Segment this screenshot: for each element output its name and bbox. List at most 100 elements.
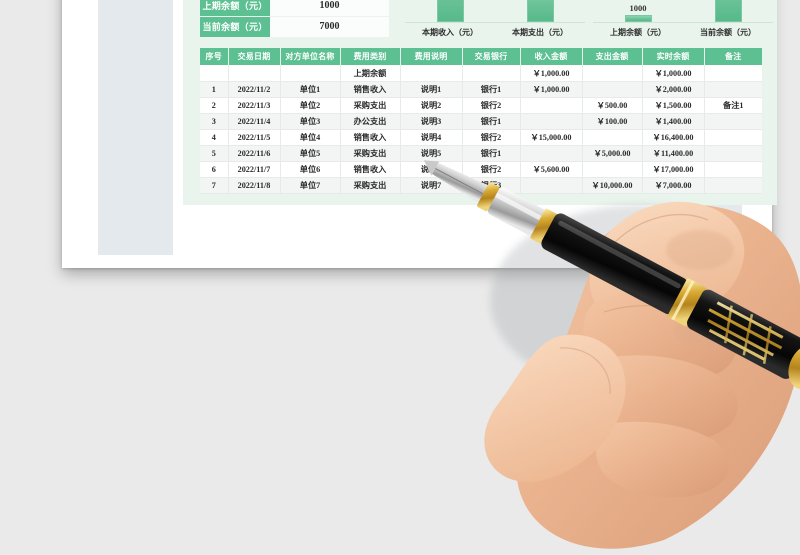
col-header-index[interactable]: 序号 <box>200 48 229 65</box>
cell-income[interactable] <box>520 113 583 130</box>
table-row[interactable]: 4 2022/11/5 单位4 销售收入 说明4 银行2 ￥15,000.00 … <box>200 129 762 146</box>
cell-date[interactable]: 2022/11/4 <box>228 113 281 130</box>
cell-desc[interactable]: 说明7 <box>400 177 463 194</box>
summary-value[interactable]: 7000 <box>270 16 389 38</box>
cell-date[interactable]: 2022/11/6 <box>228 145 281 162</box>
cell-expense[interactable]: ￥500.00 <box>582 97 643 114</box>
table-row[interactable]: 7 2022/11/8 单位7 采购支出 说明7 银行3 ￥10,000.00 … <box>200 177 762 194</box>
col-header-desc[interactable]: 费用说明 <box>400 48 463 65</box>
cell-date[interactable]: 2022/11/2 <box>228 81 281 98</box>
cell-bank[interactable]: 银行1 <box>462 113 521 130</box>
cell-note[interactable] <box>704 65 762 82</box>
bar-expense[interactable] <box>526 0 554 22</box>
table-row[interactable]: 上期余额 ￥1,000.00 ￥1,000.00 <box>200 65 762 82</box>
cell-index[interactable]: 3 <box>200 113 229 130</box>
cell-unit[interactable]: 单位5 <box>280 145 341 162</box>
col-header-date[interactable]: 交易日期 <box>228 48 281 65</box>
col-header-expense[interactable]: 支出金额 <box>582 48 643 65</box>
cell-date[interactable]: 2022/11/5 <box>228 129 281 146</box>
cell-type[interactable]: 办公支出 <box>340 113 401 130</box>
cell-unit[interactable]: 单位4 <box>280 129 341 146</box>
bar-current-balance[interactable] <box>714 0 742 22</box>
cell-type[interactable]: 采购支出 <box>340 97 401 114</box>
cell-unit[interactable]: 单位7 <box>280 177 341 194</box>
cell-type[interactable]: 上期余额 <box>340 65 401 82</box>
cell-expense[interactable] <box>582 65 643 82</box>
cell-expense[interactable]: ￥100.00 <box>582 113 643 130</box>
cell-index[interactable]: 1 <box>200 81 229 98</box>
cell-bank[interactable]: 银行2 <box>462 97 521 114</box>
cell-index[interactable]: 2 <box>200 97 229 114</box>
cell-expense[interactable] <box>582 129 643 146</box>
cell-income[interactable] <box>520 97 583 114</box>
bar-income[interactable] <box>436 0 464 22</box>
cell-income[interactable]: ￥5,600.00 <box>520 161 583 178</box>
col-header-bank[interactable]: 交易银行 <box>462 48 521 65</box>
cell-balance[interactable]: ￥17,000.00 <box>642 161 705 178</box>
cell-unit[interactable] <box>280 65 341 82</box>
cell-desc[interactable]: 说明6 <box>400 161 463 178</box>
cell-index[interactable]: 5 <box>200 145 229 162</box>
summary-value[interactable]: 1000 <box>270 0 389 17</box>
cell-index[interactable]: 6 <box>200 161 229 178</box>
table-row[interactable]: 3 2022/11/4 单位3 办公支出 说明3 银行1 ￥100.00 ￥1,… <box>200 113 762 130</box>
cell-balance[interactable]: ￥1,400.00 <box>642 113 705 130</box>
cell-unit[interactable]: 单位6 <box>280 161 341 178</box>
cell-note[interactable] <box>704 161 762 178</box>
cell-date[interactable] <box>228 65 281 82</box>
cell-expense[interactable] <box>582 161 643 178</box>
cell-balance[interactable]: ￥1,500.00 <box>642 97 705 114</box>
cell-bank[interactable]: 银行3 <box>462 177 521 194</box>
cell-type[interactable]: 销售收入 <box>340 161 401 178</box>
cell-desc[interactable] <box>400 65 463 82</box>
cell-unit[interactable]: 单位3 <box>280 113 341 130</box>
col-header-unit[interactable]: 对方单位名称 <box>280 48 341 65</box>
col-header-type[interactable]: 费用类别 <box>340 48 401 65</box>
table-row[interactable]: 5 2022/11/6 单位5 采购支出 说明5 银行1 ￥5,000.00 ￥… <box>200 145 762 162</box>
cell-balance[interactable]: ￥2,000.00 <box>642 81 705 98</box>
cell-index[interactable] <box>200 65 229 82</box>
cell-desc[interactable]: 说明4 <box>400 129 463 146</box>
cell-date[interactable]: 2022/11/7 <box>228 161 281 178</box>
cell-bank[interactable] <box>462 65 521 82</box>
cell-note[interactable]: 备注1 <box>704 97 762 114</box>
cell-desc[interactable]: 说明1 <box>400 81 463 98</box>
cell-note[interactable] <box>704 129 762 146</box>
cell-type[interactable]: 采购支出 <box>340 177 401 194</box>
cell-expense[interactable]: ￥5,000.00 <box>582 145 643 162</box>
cell-note[interactable] <box>704 177 762 194</box>
cell-balance[interactable]: ￥1,000.00 <box>642 65 705 82</box>
cell-balance[interactable]: ￥7,000.00 <box>642 177 705 194</box>
col-header-income[interactable]: 收入金额 <box>520 48 583 65</box>
cell-note[interactable] <box>704 81 762 98</box>
cell-note[interactable] <box>704 145 762 162</box>
cell-type[interactable]: 销售收入 <box>340 81 401 98</box>
cell-type[interactable]: 销售收入 <box>340 129 401 146</box>
cell-expense[interactable]: ￥10,000.00 <box>582 177 643 194</box>
cell-unit[interactable]: 单位1 <box>280 81 341 98</box>
cell-index[interactable]: 4 <box>200 129 229 146</box>
cell-index[interactable]: 7 <box>200 177 229 194</box>
cell-bank[interactable]: 银行1 <box>462 145 521 162</box>
cell-bank[interactable]: 银行1 <box>462 81 521 98</box>
cell-desc[interactable]: 说明5 <box>400 145 463 162</box>
cell-income[interactable]: ￥1,000.00 <box>520 81 583 98</box>
cell-balance[interactable]: ￥11,400.00 <box>642 145 705 162</box>
cell-desc[interactable]: 说明2 <box>400 97 463 114</box>
cell-desc[interactable]: 说明3 <box>400 113 463 130</box>
cell-income[interactable]: ￥15,000.00 <box>520 129 583 146</box>
cell-date[interactable]: 2022/11/8 <box>228 177 281 194</box>
cell-type[interactable]: 采购支出 <box>340 145 401 162</box>
cell-note[interactable] <box>704 113 762 130</box>
cell-unit[interactable]: 单位2 <box>280 97 341 114</box>
cell-income[interactable] <box>520 177 583 194</box>
table-row[interactable]: 6 2022/11/7 单位6 销售收入 说明6 银行2 ￥5,600.00 ￥… <box>200 161 762 178</box>
cell-date[interactable]: 2022/11/3 <box>228 97 281 114</box>
table-row[interactable]: 1 2022/11/2 单位1 销售收入 说明1 银行1 ￥1,000.00 ￥… <box>200 81 762 98</box>
bar-previous-balance[interactable] <box>624 15 652 22</box>
col-header-note[interactable]: 备注 <box>704 48 762 65</box>
cell-income[interactable] <box>520 145 583 162</box>
cell-bank[interactable]: 银行2 <box>462 161 521 178</box>
col-header-balance[interactable]: 实时余额 <box>642 48 705 65</box>
cell-balance[interactable]: ￥16,400.00 <box>642 129 705 146</box>
